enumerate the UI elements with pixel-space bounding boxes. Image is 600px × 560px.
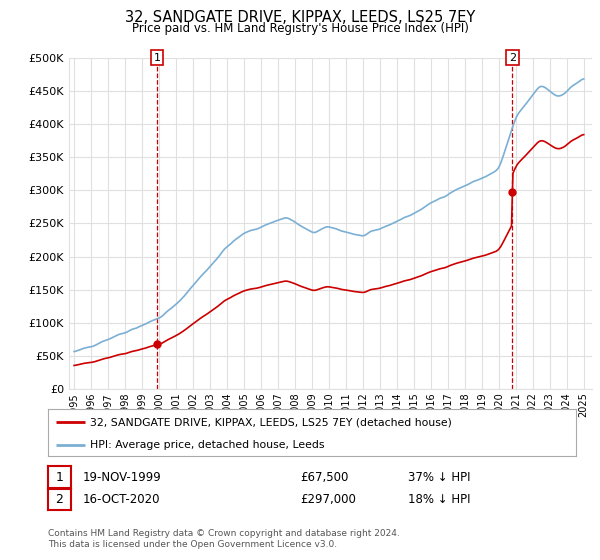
- Text: 1: 1: [154, 53, 160, 63]
- Text: 37% ↓ HPI: 37% ↓ HPI: [408, 470, 470, 484]
- Text: 1: 1: [55, 470, 64, 484]
- Text: 32, SANDGATE DRIVE, KIPPAX, LEEDS, LS25 7EY: 32, SANDGATE DRIVE, KIPPAX, LEEDS, LS25 …: [125, 10, 475, 25]
- Text: 18% ↓ HPI: 18% ↓ HPI: [408, 493, 470, 506]
- Text: 32, SANDGATE DRIVE, KIPPAX, LEEDS, LS25 7EY (detached house): 32, SANDGATE DRIVE, KIPPAX, LEEDS, LS25 …: [90, 417, 452, 427]
- Text: 2: 2: [509, 53, 516, 63]
- Text: Contains HM Land Registry data © Crown copyright and database right 2024.
This d: Contains HM Land Registry data © Crown c…: [48, 529, 400, 549]
- Text: HPI: Average price, detached house, Leeds: HPI: Average price, detached house, Leed…: [90, 440, 325, 450]
- Text: 16-OCT-2020: 16-OCT-2020: [83, 493, 160, 506]
- Text: Price paid vs. HM Land Registry's House Price Index (HPI): Price paid vs. HM Land Registry's House …: [131, 22, 469, 35]
- Text: 2: 2: [55, 493, 64, 506]
- Text: 19-NOV-1999: 19-NOV-1999: [83, 470, 161, 484]
- Text: £297,000: £297,000: [300, 493, 356, 506]
- Text: £67,500: £67,500: [300, 470, 349, 484]
